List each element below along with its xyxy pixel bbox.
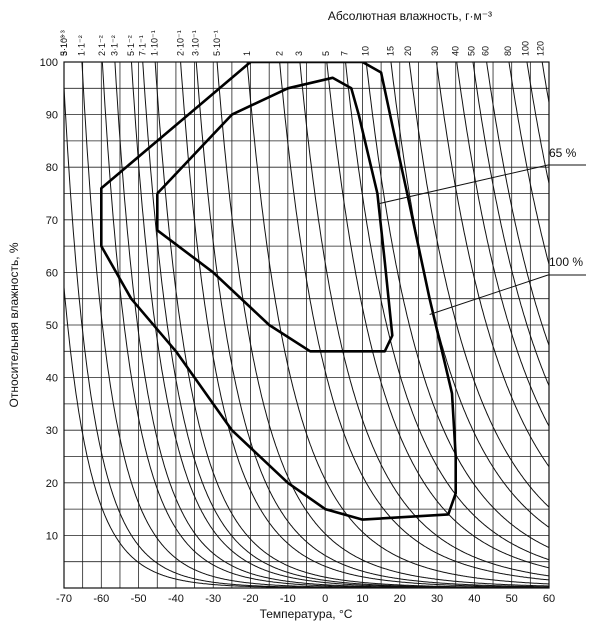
absolute-humidity-curve	[279, 62, 549, 581]
y-tick-label: 70	[46, 215, 58, 227]
x-tick-label: -10	[280, 593, 296, 605]
x-tick-label: -30	[205, 593, 221, 605]
absolute-humidity-label: 10	[360, 46, 370, 56]
absolute-humidity-curve	[526, 62, 549, 184]
y-tick-label: 40	[46, 373, 58, 385]
y-tick-label: 60	[46, 267, 58, 279]
x-tick-label: 40	[468, 593, 480, 605]
x-tick-label: 30	[431, 593, 443, 605]
series-label: 65 %	[549, 146, 577, 160]
absolute-humidity-curve	[345, 62, 549, 561]
absolute-humidity-label: 5·10⁻¹	[212, 30, 222, 56]
absolute-humidity-curve	[541, 62, 549, 103]
x-tick-label: -20	[243, 593, 259, 605]
x-tick-label: -70	[56, 593, 72, 605]
absolute-humidity-label: 40	[451, 46, 461, 56]
x-tick-label: 10	[356, 593, 368, 605]
absolute-humidity-curve	[508, 62, 549, 265]
absolute-humidity-label: 7·1⁻¹	[137, 35, 147, 56]
absolute-humidity-label: 7	[340, 51, 350, 56]
x-tick-labels: -70 -60 -50 -40 -30 -20 -10 0 10 20 30 40 50 60	[56, 593, 555, 605]
absolute-humidity-label: 1·10⁻¹	[150, 30, 160, 56]
absolute-humidity-curve	[154, 62, 549, 588]
absolute-humidity-curve	[472, 62, 549, 386]
y-tick-label: 80	[46, 162, 58, 174]
absolute-humidity-curve	[195, 62, 549, 588]
grid-layer	[63, 61, 550, 589]
absolute-humidity-label: 3·1⁻²	[109, 35, 119, 56]
absolute-humidity-curve	[486, 62, 549, 346]
absolute-humidity-tick-labels: 3·1⁻³5·10⁻³ 1·1⁻² 2·1⁻² 3·1⁻² 5·1⁻² 7·1⁻¹ 1·10…	[59, 30, 546, 56]
plot-frame	[63, 61, 550, 589]
y-tick-label: 100	[40, 57, 58, 69]
x-tick-label: 0	[322, 593, 328, 605]
x-tick-label: 20	[394, 593, 406, 605]
chart-title: Абсолютная влажность, г·м⁻³	[328, 9, 492, 23]
absolute-humidity-curve	[365, 62, 549, 549]
absolute-humidity-label: 3	[294, 51, 304, 56]
y-tick-label: 30	[46, 425, 58, 437]
absolute-humidity-label: 100	[521, 41, 531, 56]
y-tick-label: 90	[46, 110, 58, 122]
absolute-humidity-curve	[435, 62, 549, 467]
callout-leader	[429, 274, 549, 315]
absolute-humidity-label: 80	[503, 46, 513, 56]
absolute-humidity-label: 5·10⁻³	[59, 30, 69, 56]
y-tick-label: 50	[46, 320, 58, 332]
x-tick-label: -50	[131, 593, 147, 605]
series-label: 100 %	[549, 255, 583, 269]
absolute-humidity-label: 2·10⁻¹	[176, 30, 186, 56]
absolute-humidity-label: 1·1⁻²	[77, 35, 87, 56]
callout-leader	[377, 164, 549, 205]
series-layer	[100, 62, 457, 521]
absolute-humidity-label: 5	[321, 51, 331, 56]
absolute-humidity-curve	[456, 62, 549, 427]
absolute-humidity-curve	[408, 62, 549, 508]
x-tick-label: 60	[543, 593, 555, 605]
absolute-humidity-label: 3·10⁻¹	[191, 30, 201, 56]
y-tick-label: 20	[46, 478, 58, 490]
absolute-humidity-label: 2	[275, 51, 285, 56]
absolute-humidity-label: 3·1⁻³	[59, 35, 69, 56]
x-tick-label: 50	[506, 593, 518, 605]
absolute-humidity-curve	[142, 62, 549, 588]
y-tick-label: 10	[46, 530, 58, 542]
absolute-humidity-curve	[216, 62, 549, 587]
x-tick-label: -40	[168, 593, 184, 605]
x-axis-label: Температура, °C	[260, 607, 353, 621]
absolute-humidity-label: 20	[403, 46, 413, 56]
absolute-humidity-label: 60	[481, 46, 491, 56]
series-line	[100, 62, 457, 521]
absolute-humidity-curve	[299, 62, 549, 577]
y-tick-labels: 10 20 30 40 50 60 70 80 90 100	[40, 57, 58, 542]
y-axis-label: Относительная влажность, %	[7, 242, 21, 407]
callout-layer: 65 % 100 %	[377, 146, 586, 315]
series-line	[156, 76, 394, 353]
x-tick-label: -60	[93, 593, 109, 605]
absolute-humidity-curve	[326, 62, 549, 569]
absolute-humidity-label: 1	[242, 51, 252, 56]
absolute-humidity-label: 2·1⁻²	[97, 35, 107, 56]
absolute-humidity-curve	[246, 62, 549, 585]
absolute-humidity-label: 15	[385, 46, 395, 56]
absolute-humidity-curve	[180, 62, 549, 588]
absolute-humidity-label: 50	[467, 46, 477, 56]
absolute-humidity-label: 30	[430, 46, 440, 56]
absolute-humidity-label: 5·1⁻²	[126, 35, 136, 56]
absolute-humidity-label: 120	[536, 41, 546, 56]
